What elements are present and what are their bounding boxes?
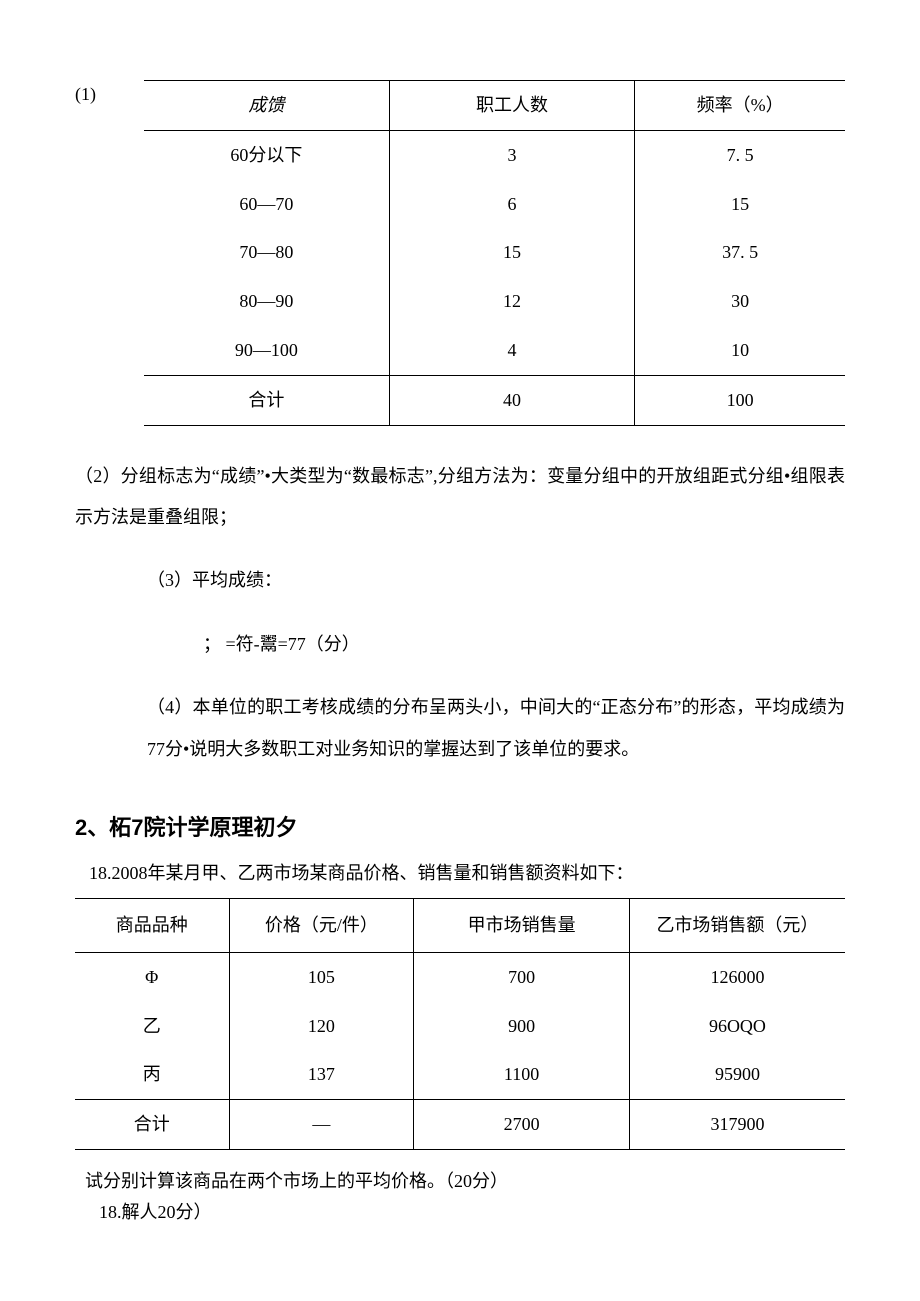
q18-footer: 试分别计算该商品在两个市场上的平均价格。（20分）	[75, 1164, 845, 1198]
cell: 丙	[75, 1050, 229, 1099]
cell-total-freq: 100	[635, 375, 845, 425]
cell: 6	[389, 180, 634, 229]
table-total-row: 合计 40 100	[144, 375, 845, 425]
table-scores: 成馈 职工人数 频率（%） 60分以下 3 7. 5 60—70 6 15 70…	[144, 80, 845, 426]
cell: 60分以下	[144, 130, 389, 179]
th-score: 成馈	[144, 81, 389, 131]
table-row: 70—80 15 37. 5	[144, 228, 845, 277]
th-count: 职工人数	[389, 81, 634, 131]
cell: 90—100	[144, 326, 389, 375]
paragraph-3-formula: ； =符-鬻=77（分）	[75, 624, 845, 665]
cell: 900	[414, 1002, 630, 1051]
table-row: 丙 137 1100 95900	[75, 1050, 845, 1099]
cell-total-qty: 2700	[414, 1100, 630, 1150]
table-total-row: 合计 — 2700 317900	[75, 1100, 845, 1150]
th-product: 商品品种	[75, 898, 229, 952]
th-qty: 甲市场销售量	[414, 898, 630, 952]
th-sales: 乙市场销售额（元）	[629, 898, 845, 952]
table-row: Φ 105 700 126000	[75, 952, 845, 1001]
paragraph-3-label: （3）平均成绩：	[75, 560, 845, 601]
cell: 7. 5	[635, 130, 845, 179]
q18-intro: 18.2008年某月甲、乙两市场某商品价格、销售量和销售额资料如下：	[75, 859, 845, 888]
part1-marker: (1)	[75, 80, 96, 448]
cell: 700	[414, 952, 630, 1001]
cell-total-label: 合计	[144, 375, 389, 425]
paragraph-2: （2）分组标志为“成绩”•大类型为“数最标志”,分组方法为：变量分组中的开放组距…	[75, 456, 845, 539]
cell: 126000	[629, 952, 845, 1001]
q18-answer: 18.解人20分）	[75, 1198, 845, 1227]
cell: 137	[229, 1050, 414, 1099]
cell-total-price: —	[229, 1100, 414, 1150]
title-num: 7	[131, 815, 143, 840]
cell: 60—70	[144, 180, 389, 229]
th-freq: 频率（%）	[635, 81, 845, 131]
cell: 105	[229, 952, 414, 1001]
title-rest: 、柘	[87, 815, 131, 840]
paragraph-4: （4）本单位的职工考核成绩的分布呈两头小，中间大的“正态分布”的形态，平均成绩为…	[75, 687, 845, 770]
cell: 30	[635, 277, 845, 326]
table-header-row: 成馈 职工人数 频率（%）	[144, 81, 845, 131]
table-row: 乙 120 900 96OQO	[75, 1002, 845, 1051]
cell-total-sales: 317900	[629, 1100, 845, 1150]
title-tail: 院计学原理初夕	[144, 815, 298, 840]
cell: 3	[389, 130, 634, 179]
table-header-row: 商品品种 价格（元/件） 甲市场销售量 乙市场销售额（元）	[75, 898, 845, 952]
cell-total-label: 合计	[75, 1100, 229, 1150]
cell: Φ	[75, 952, 229, 1001]
cell: 15	[389, 228, 634, 277]
cell: 15	[635, 180, 845, 229]
table-row: 90—100 4 10	[144, 326, 845, 375]
section2-title: 2、柘7院计学原理初夕	[75, 810, 845, 845]
title-num-prefix: 2	[75, 815, 87, 840]
cell: 120	[229, 1002, 414, 1051]
cell-total-count: 40	[389, 375, 634, 425]
table-row: 80—90 12 30	[144, 277, 845, 326]
cell: 乙	[75, 1002, 229, 1051]
cell: 4	[389, 326, 634, 375]
cell: 80—90	[144, 277, 389, 326]
cell: 1100	[414, 1050, 630, 1099]
cell: 12	[389, 277, 634, 326]
table-row: 60—70 6 15	[144, 180, 845, 229]
cell: 96OQO	[629, 1002, 845, 1051]
cell: 95900	[629, 1050, 845, 1099]
table-markets: 商品品种 价格（元/件） 甲市场销售量 乙市场销售额（元） Φ 105 700 …	[75, 898, 845, 1150]
cell: 70—80	[144, 228, 389, 277]
cell: 37. 5	[635, 228, 845, 277]
cell: 10	[635, 326, 845, 375]
th-price: 价格（元/件）	[229, 898, 414, 952]
table-row: 60分以下 3 7. 5	[144, 130, 845, 179]
